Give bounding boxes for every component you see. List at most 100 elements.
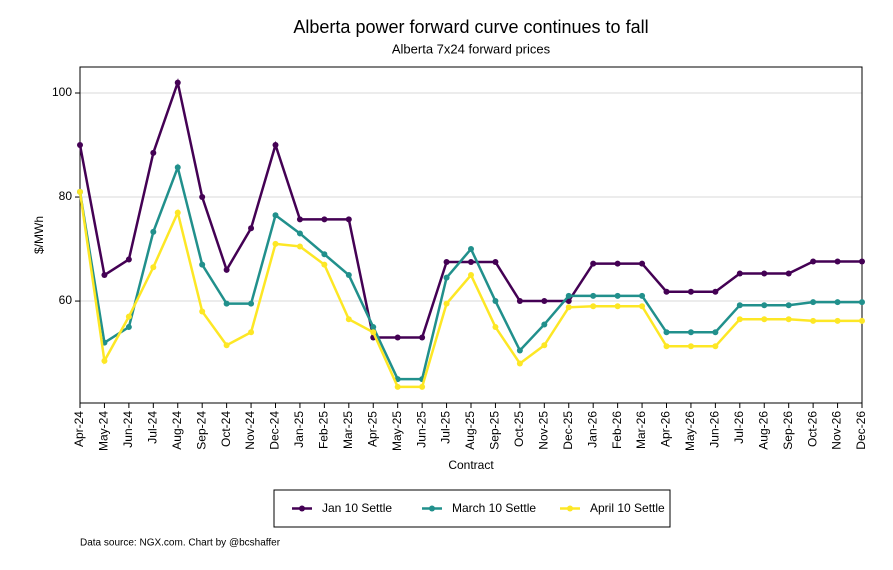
data-point (492, 324, 499, 331)
x-tick-label: Jul-24 (145, 411, 159, 444)
data-point (394, 334, 401, 341)
data-point (125, 313, 132, 320)
x-tick-label: Sep-24 (194, 411, 208, 450)
x-tick-label: Dec-26 (854, 411, 868, 450)
data-point (77, 142, 83, 149)
data-point (492, 259, 499, 266)
x-tick-label: Aug-26 (756, 411, 770, 450)
x-tick-label: May-24 (97, 411, 111, 451)
data-point (541, 342, 548, 349)
legend-marker (567, 505, 573, 512)
data-point (761, 270, 768, 277)
data-point (174, 79, 181, 86)
data-point (223, 342, 230, 349)
x-tick-label: Nov-25 (536, 411, 550, 450)
data-point (370, 324, 377, 331)
data-point (859, 317, 865, 324)
x-tick-label: Oct-25 (512, 411, 526, 447)
legend-marker (299, 505, 305, 512)
data-point (712, 343, 719, 350)
data-point (663, 329, 670, 336)
chart-subtitle: Alberta 7x24 forward prices (392, 41, 551, 56)
x-tick-label: Jun-24 (121, 411, 135, 448)
x-tick-label: Nov-26 (830, 411, 844, 450)
x-tick-label: Dec-24 (268, 411, 282, 450)
data-point (394, 383, 401, 390)
data-point (834, 299, 841, 306)
data-point (541, 298, 548, 305)
x-tick-label: Jun-26 (708, 411, 722, 448)
x-tick-label: Mar-25 (341, 411, 355, 449)
data-point (345, 216, 352, 223)
data-point (687, 343, 694, 350)
y-axis-label: $/MWh (32, 216, 46, 254)
data-point (834, 258, 841, 265)
x-tick-label: May-26 (683, 411, 697, 451)
data-point (248, 225, 255, 232)
data-point (223, 266, 230, 273)
x-tick-label: Jun-25 (414, 411, 428, 448)
data-point (761, 316, 768, 323)
data-point (468, 246, 474, 253)
data-point (419, 334, 426, 341)
data-point (125, 256, 132, 263)
data-point (712, 329, 719, 336)
data-point (77, 188, 83, 195)
plot-frame (79, 66, 863, 404)
data-point (296, 230, 303, 237)
legend-marker (429, 505, 435, 512)
data-point (516, 360, 523, 367)
data-point (321, 261, 328, 268)
x-tick-label: Dec-25 (561, 411, 575, 450)
data-point (272, 212, 279, 219)
data-point (761, 302, 768, 309)
data-point (272, 240, 279, 247)
y-tick-label: 80 (59, 189, 73, 203)
x-tick-label: Feb-26 (610, 411, 624, 449)
x-tick-label: Oct-26 (805, 411, 819, 447)
y-tick-label: 60 (59, 293, 73, 307)
legend-box (273, 489, 671, 528)
data-point (614, 303, 621, 310)
x-tick-label: Aug-25 (463, 411, 477, 450)
data-point (150, 149, 157, 156)
legend-label: April 10 Settle (590, 501, 665, 515)
x-tick-label: Jul-25 (439, 411, 453, 444)
data-point (639, 292, 646, 299)
x-tick-label: Jan-25 (292, 411, 306, 448)
data-point (272, 142, 279, 149)
data-point (834, 317, 841, 324)
x-tick-label: Apr-26 (659, 411, 673, 447)
series-line (78, 191, 862, 389)
x-tick-label: Aug-24 (170, 411, 184, 450)
data-point (296, 216, 303, 223)
data-point (125, 324, 132, 331)
data-point (663, 343, 670, 350)
data-point (443, 259, 450, 266)
x-tick-label: May-25 (390, 411, 404, 451)
data-point (590, 260, 597, 267)
data-point (736, 316, 743, 323)
data-point (443, 274, 450, 281)
x-tick-label: Jul-26 (732, 411, 746, 444)
data-point (736, 302, 743, 309)
x-tick-label: Jan-26 (585, 411, 599, 448)
data-point (296, 243, 303, 250)
data-point (516, 298, 523, 305)
data-point (565, 292, 572, 299)
legend-label: Jan 10 Settle (322, 501, 392, 515)
data-point (101, 272, 108, 279)
data-point (736, 270, 743, 277)
data-point (492, 298, 499, 305)
data-point (785, 302, 792, 309)
data-point (321, 216, 328, 223)
x-tick-label: Mar-26 (634, 411, 648, 449)
data-point (859, 258, 865, 265)
data-point (810, 299, 817, 306)
data-point (443, 300, 450, 307)
data-point (687, 288, 694, 295)
data-point (321, 251, 328, 258)
data-point (663, 288, 670, 295)
legend-label: March 10 Settle (452, 501, 536, 515)
